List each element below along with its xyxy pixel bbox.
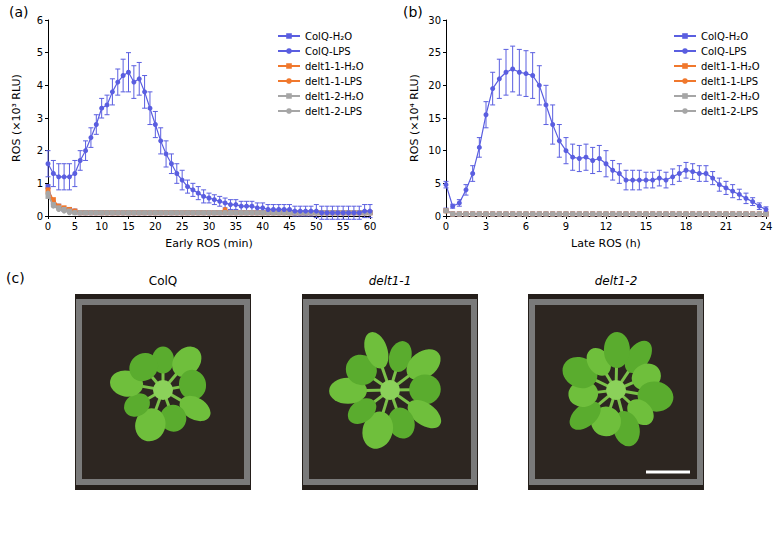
- svg-text:2: 2: [37, 145, 43, 156]
- svg-text:30: 30: [203, 221, 216, 232]
- svg-text:12: 12: [600, 221, 613, 232]
- svg-text:delt1-1-LPS: delt1-1-LPS: [305, 76, 362, 87]
- html-text:(c): (c): [6, 270, 25, 286]
- svg-text:delt1-2-H₂O: delt1-2-H₂O: [701, 91, 760, 102]
- svg-text:Early ROS (min): Early ROS (min): [165, 237, 252, 250]
- svg-text:60: 60: [364, 221, 377, 232]
- svg-text:ColQ-H₂O: ColQ-H₂O: [701, 31, 748, 42]
- svg-text:20: 20: [428, 80, 441, 91]
- svg-text:15: 15: [122, 221, 135, 232]
- svg-text:35: 35: [229, 221, 242, 232]
- svg-text:50: 50: [310, 221, 323, 232]
- svg-text:24: 24: [760, 221, 773, 232]
- svg-text:ROS (×10⁴ RLU): ROS (×10⁴ RLU): [408, 74, 421, 162]
- svg-text:25: 25: [428, 47, 441, 58]
- svg-text:0: 0: [45, 221, 51, 232]
- svg-text:delt1-2-LPS: delt1-2-LPS: [701, 106, 758, 117]
- svg-text:ColQ-LPS: ColQ-LPS: [305, 46, 351, 57]
- svg-text:18: 18: [680, 221, 693, 232]
- svg-text:delt1-1-H₂O: delt1-1-H₂O: [305, 61, 364, 72]
- svg-text:4: 4: [37, 80, 43, 91]
- svg-text:15: 15: [640, 221, 653, 232]
- svg-text:40: 40: [256, 221, 269, 232]
- svg-text:9: 9: [563, 221, 569, 232]
- svg-text:55: 55: [337, 221, 350, 232]
- svg-text:delt1-2-LPS: delt1-2-LPS: [305, 106, 362, 117]
- svg-text:0: 0: [435, 211, 441, 222]
- svg-text:6: 6: [37, 15, 43, 26]
- svg-text:6: 6: [523, 221, 529, 232]
- svg-text:15: 15: [428, 113, 441, 124]
- svg-text:(a): (a): [9, 4, 29, 20]
- svg-text:5: 5: [435, 178, 441, 189]
- svg-text:delt1-1-LPS: delt1-1-LPS: [701, 76, 758, 87]
- html-text:delt1-2: delt1-2: [594, 274, 638, 288]
- svg-text:Late ROS (h): Late ROS (h): [571, 237, 641, 250]
- svg-text:1: 1: [37, 178, 43, 189]
- svg-text:3: 3: [37, 113, 43, 124]
- svg-text:10: 10: [95, 221, 108, 232]
- svg-text:3: 3: [483, 221, 489, 232]
- svg-text:30: 30: [428, 15, 441, 26]
- svg-text:5: 5: [72, 221, 78, 232]
- svg-text:0: 0: [37, 211, 43, 222]
- svg-text:10: 10: [428, 145, 441, 156]
- svg-text:delt1-1-H₂O: delt1-1-H₂O: [701, 61, 760, 72]
- svg-text:0: 0: [443, 221, 449, 232]
- svg-text:ColQ-LPS: ColQ-LPS: [701, 46, 747, 57]
- svg-text:ColQ-H₂O: ColQ-H₂O: [305, 31, 352, 42]
- svg-text:21: 21: [720, 221, 733, 232]
- svg-text:delt1-2-H₂O: delt1-2-H₂O: [305, 91, 364, 102]
- html-text:ColQ: ColQ: [148, 274, 178, 288]
- svg-text:20: 20: [149, 221, 162, 232]
- html-text:delt1-1: delt1-1: [368, 274, 412, 288]
- svg-text:(b): (b): [403, 4, 423, 20]
- svg-text:45: 45: [283, 221, 296, 232]
- svg-text:ROS (×10³ RLU): ROS (×10³ RLU): [10, 74, 23, 162]
- svg-text:25: 25: [176, 221, 189, 232]
- svg-text:5: 5: [37, 47, 43, 58]
